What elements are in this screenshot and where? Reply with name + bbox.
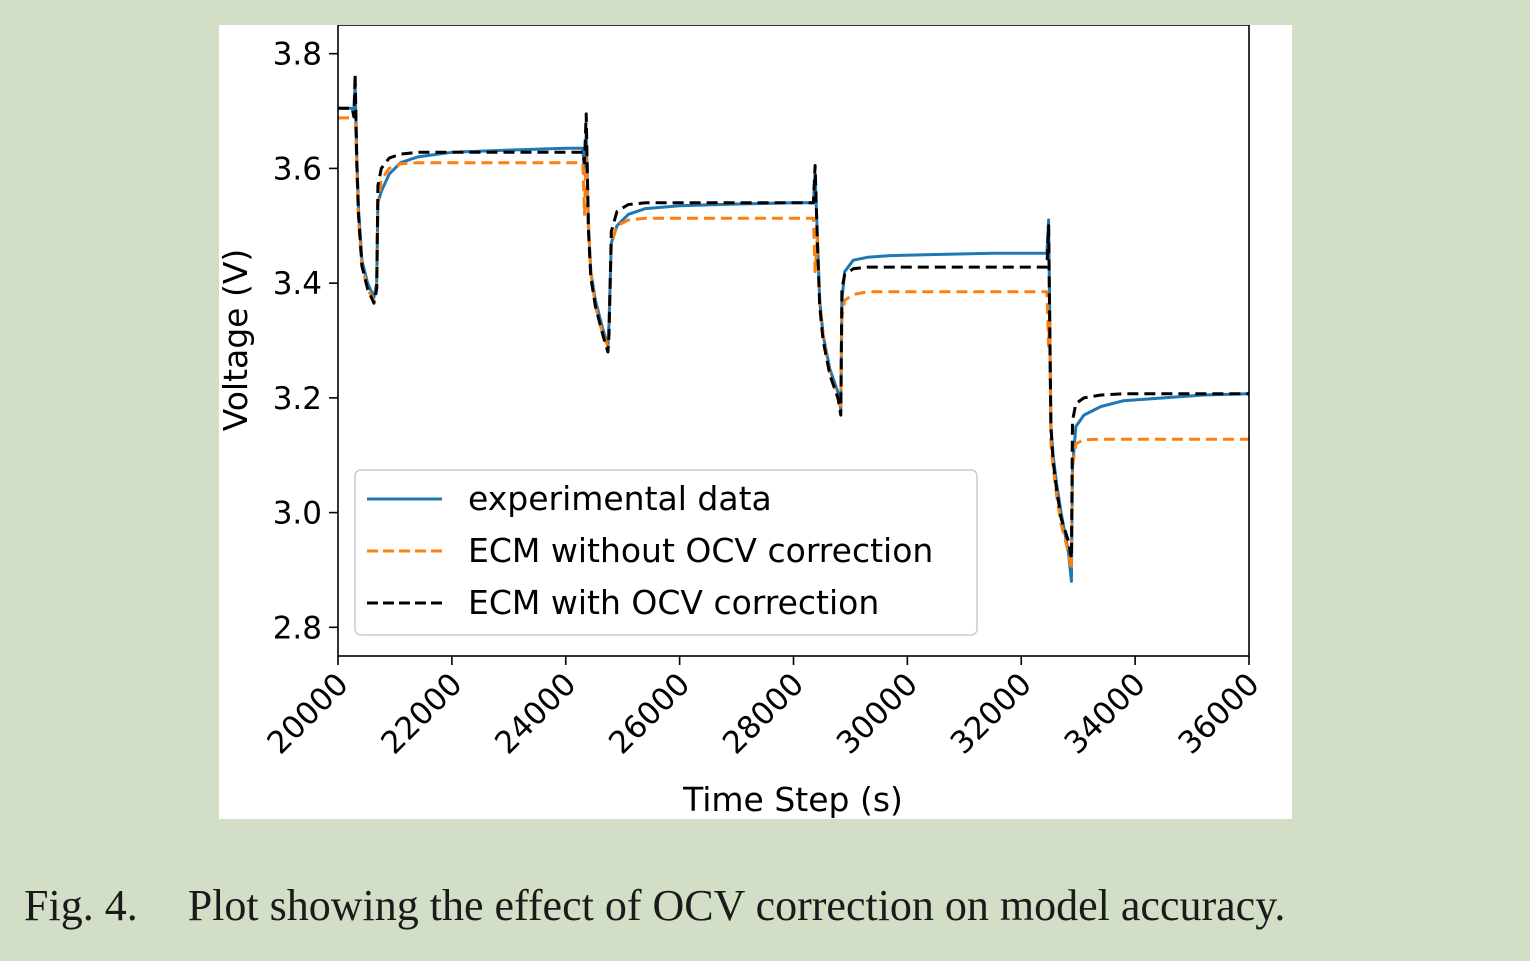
x-tick-label: 30000 [830, 666, 925, 761]
caption-text: Plot showing the effect of OCV correctio… [187, 881, 1286, 930]
y-tick-label: 3.4 [273, 266, 322, 302]
series-layer [338, 72, 1249, 583]
x-axis-label: Time Step (s) [682, 780, 903, 819]
y-tick-label: 3.0 [273, 496, 322, 532]
x-tick-label: 28000 [716, 666, 811, 761]
legend-label-without-correction: ECM without OCV correction [468, 531, 933, 570]
series-line-2 [338, 72, 1249, 560]
y-tick-label: 3.2 [273, 381, 322, 417]
x-tick-label: 22000 [374, 666, 469, 761]
series-line-1 [338, 109, 1249, 572]
legend-box [354, 469, 978, 636]
y-axis-label: Voltage (V) [219, 249, 255, 432]
x-axis-ticks: 20000 22000 24000 26000 28000 30000 32000 34000… [260, 656, 1267, 761]
x-tick-label: 26000 [602, 666, 697, 761]
legend: experimental data ECM without OCV correc… [354, 469, 978, 636]
y-tick-label: 3.6 [273, 151, 322, 187]
legend-label-experimental: experimental data [468, 479, 772, 518]
x-tick-label: 24000 [488, 666, 583, 761]
legend-label-with-correction: ECM with OCV correction [468, 583, 879, 622]
y-axis-ticks: 2.8 3.0 3.2 3.4 3.6 3.8 [273, 37, 338, 646]
figure-panel: 20000 22000 24000 26000 28000 30000 32000 34000… [219, 25, 1292, 819]
x-tick-label: 36000 [1171, 666, 1266, 761]
x-tick-label: 32000 [944, 666, 1039, 761]
x-tick-label: 20000 [260, 666, 355, 761]
x-tick-label: 34000 [1058, 666, 1153, 761]
y-tick-label: 3.8 [273, 37, 322, 73]
figure-number: Fig. 4. [24, 881, 138, 930]
figure-caption: Fig. 4. Plot showing the effect of OCV co… [24, 880, 1285, 931]
y-tick-label: 2.8 [273, 610, 322, 646]
line-chart: 20000 22000 24000 26000 28000 30000 32000 34000… [219, 25, 1267, 819]
